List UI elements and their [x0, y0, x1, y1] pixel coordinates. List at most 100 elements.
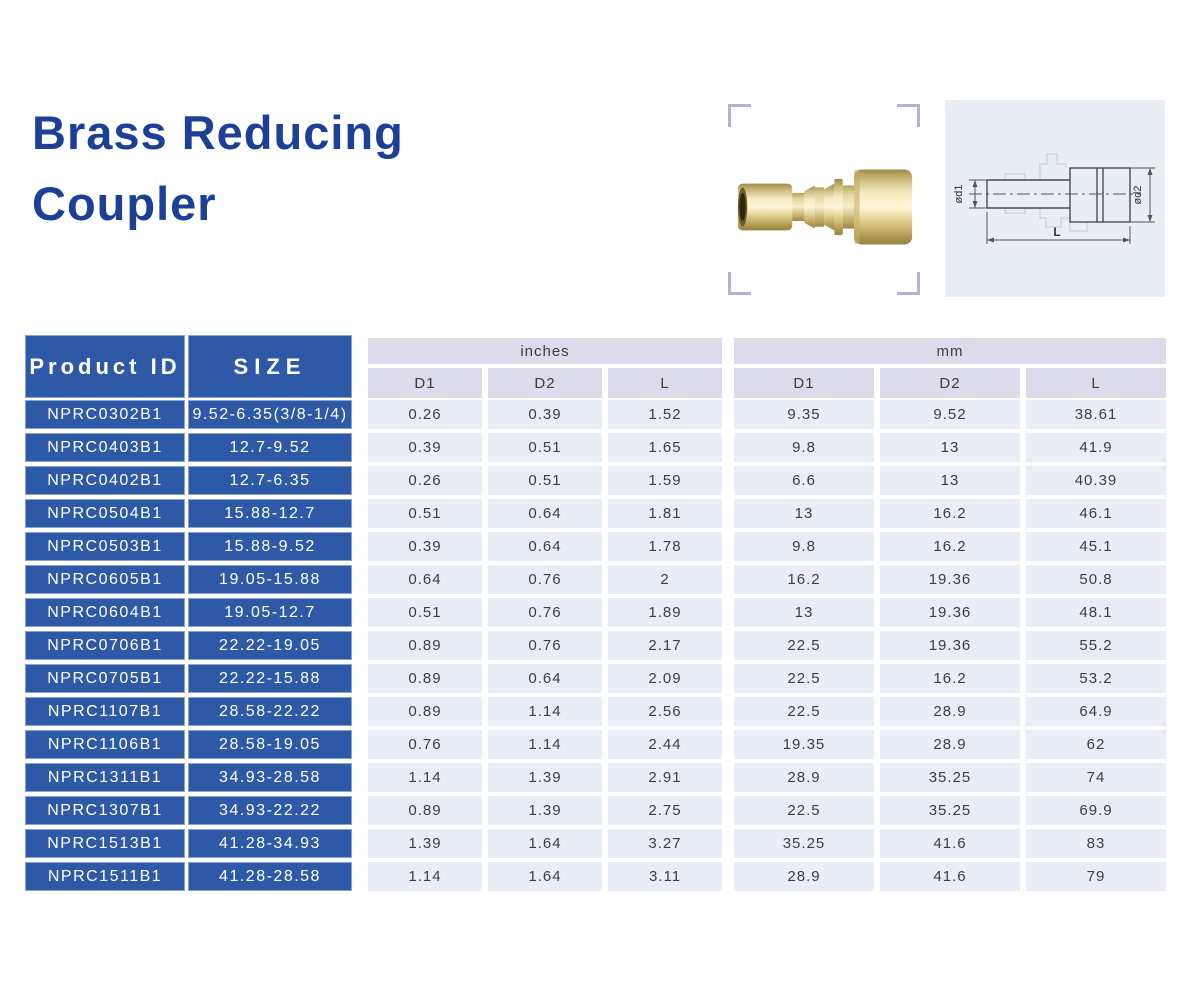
cell-inches-l: 1.52	[608, 400, 722, 429]
column-header-size: SIZE	[188, 335, 352, 398]
cell-mm-l: 74	[1026, 763, 1166, 792]
cell-mm-d2: 9.52	[880, 400, 1020, 429]
table-row: NPRC0604B1 19.05-12.7 0.51 0.76 1.89 13 19.36 4…	[25, 598, 1166, 627]
cell-mm-d2: 13	[880, 466, 1020, 495]
cell-mm-l: 50.8	[1026, 565, 1166, 594]
product-photo-frame	[728, 104, 920, 295]
cell-size: 12.7-6.35	[188, 466, 352, 495]
cell-size: 22.22-15.88	[188, 664, 352, 693]
table-row: NPRC1107B1 28.58-22.22 0.89 1.14 2.56 22.5 28.…	[25, 697, 1166, 726]
cell-mm-l: 40.39	[1026, 466, 1166, 495]
cell-mm-d2: 35.25	[880, 796, 1020, 825]
cell-inches-d2: 0.64	[488, 532, 602, 561]
table-row: NPRC1311B1 34.93-28.58 1.14 1.39 2.91 28.9 35.…	[25, 763, 1166, 792]
cell-inches-d1: 0.89	[368, 796, 482, 825]
table-row: NPRC0705B1 22.22-15.88 0.89 0.64 2.09 22.5 16.…	[25, 664, 1166, 693]
cell-mm-d1: 9.8	[734, 532, 874, 561]
cell-product-id: NPRC0302B1	[25, 400, 185, 429]
cell-product-id: NPRC0706B1	[25, 631, 185, 660]
cell-inches-d1: 0.51	[368, 598, 482, 627]
cell-inches-l: 2.56	[608, 697, 722, 726]
cell-product-id: NPRC1513B1	[25, 829, 185, 858]
cell-mm-l: 38.61	[1026, 400, 1166, 429]
cell-mm-l: 46.1	[1026, 499, 1166, 528]
cell-mm-d2: 16.2	[880, 499, 1020, 528]
technical-drawing-panel: ød1 ød2 L	[945, 100, 1165, 297]
cell-mm-d2: 28.9	[880, 697, 1020, 726]
cell-product-id: NPRC1106B1	[25, 730, 185, 759]
sub-header-inches-d2: D2	[488, 368, 602, 398]
cell-inches-d2: 0.51	[488, 433, 602, 462]
drawing-d1-label: ød1	[953, 185, 965, 204]
cell-inches-l: 3.27	[608, 829, 722, 858]
cell-inches-d2: 0.51	[488, 466, 602, 495]
cell-mm-d2: 19.36	[880, 631, 1020, 660]
cell-size: 12.7-9.52	[188, 433, 352, 462]
cell-mm-d2: 13	[880, 433, 1020, 462]
cell-inches-d2: 0.64	[488, 499, 602, 528]
cell-inches-d2: 0.76	[488, 631, 602, 660]
cell-product-id: NPRC1307B1	[25, 796, 185, 825]
cell-mm-d1: 9.8	[734, 433, 874, 462]
cell-inches-d1: 1.39	[368, 829, 482, 858]
cell-inches-d1: 0.39	[368, 433, 482, 462]
table-row: NPRC1511B1 41.28-28.58 1.14 1.64 3.11 28.9 41.…	[25, 862, 1166, 891]
cell-inches-d1: 0.26	[368, 466, 482, 495]
cell-inches-d1: 0.64	[368, 565, 482, 594]
cell-size: 9.52-6.35(3/8-1/4)	[188, 400, 352, 429]
cell-inches-l: 2.75	[608, 796, 722, 825]
cell-inches-d2: 1.39	[488, 796, 602, 825]
page-title: Brass Reducing Coupler	[32, 106, 404, 230]
cell-inches-d2: 0.39	[488, 400, 602, 429]
column-header-product-id: Product ID	[25, 335, 185, 398]
group-header-mm: mm	[734, 338, 1166, 364]
cell-inches-l: 3.11	[608, 862, 722, 891]
cell-inches-d1: 1.14	[368, 862, 482, 891]
cell-size: 19.05-15.88	[188, 565, 352, 594]
corner-bracket-icon	[728, 104, 751, 127]
cell-inches-l: 1.65	[608, 433, 722, 462]
cell-inches-d1: 0.89	[368, 664, 482, 693]
cell-inches-l: 2.09	[608, 664, 722, 693]
cell-product-id: NPRC1511B1	[25, 862, 185, 891]
table-row: NPRC0403B1 12.7-9.52 0.39 0.51 1.65 9.8 13 41.9	[25, 433, 1166, 462]
sub-header-mm-d2: D2	[880, 368, 1020, 398]
cell-size: 22.22-19.05	[188, 631, 352, 660]
cell-size: 19.05-12.7	[188, 598, 352, 627]
cell-inches-l: 1.89	[608, 598, 722, 627]
cell-mm-d2: 19.36	[880, 565, 1020, 594]
sub-header-inches-d1: D1	[368, 368, 482, 398]
cell-inches-d1: 0.89	[368, 697, 482, 726]
corner-bracket-icon	[728, 272, 751, 295]
cell-size: 15.88-12.7	[188, 499, 352, 528]
cell-mm-d1: 35.25	[734, 829, 874, 858]
cell-mm-d1: 9.35	[734, 400, 874, 429]
unit-headers: inches mm D1 D2 L D1 D2 L	[368, 335, 1166, 398]
cell-inches-d1: 0.39	[368, 532, 482, 561]
cell-inches-l: 1.81	[608, 499, 722, 528]
cell-mm-d2: 28.9	[880, 730, 1020, 759]
cell-product-id: NPRC0403B1	[25, 433, 185, 462]
table-row: NPRC0402B1 12.7-6.35 0.26 0.51 1.59 6.6 13 40.3…	[25, 466, 1166, 495]
cell-product-id: NPRC1107B1	[25, 697, 185, 726]
cell-product-id: NPRC0503B1	[25, 532, 185, 561]
cell-mm-l: 69.9	[1026, 796, 1166, 825]
cell-inches-d2: 1.14	[488, 730, 602, 759]
cell-inches-d2: 1.64	[488, 862, 602, 891]
table-row: NPRC0605B1 19.05-15.88 0.64 0.76 2 16.2 19.36 5…	[25, 565, 1166, 594]
cell-inches-d1: 0.51	[368, 499, 482, 528]
cell-mm-d1: 28.9	[734, 862, 874, 891]
cell-inches-d2: 1.39	[488, 763, 602, 792]
cell-product-id: NPRC0504B1	[25, 499, 185, 528]
cell-size: 28.58-19.05	[188, 730, 352, 759]
sub-header-mm-l: L	[1026, 368, 1166, 398]
cell-product-id: NPRC0604B1	[25, 598, 185, 627]
table-row: NPRC1307B1 34.93-22.22 0.89 1.39 2.75 22.5 35.…	[25, 796, 1166, 825]
drawing-d2-label: ød2	[1132, 186, 1144, 205]
table-row: NPRC0706B1 22.22-19.05 0.89 0.76 2.17 22.5 19.…	[25, 631, 1166, 660]
cell-mm-d1: 16.2	[734, 565, 874, 594]
cell-size: 15.88-9.52	[188, 532, 352, 561]
cell-size: 34.93-28.58	[188, 763, 352, 792]
cell-inches-l: 2.44	[608, 730, 722, 759]
cell-mm-d2: 35.25	[880, 763, 1020, 792]
